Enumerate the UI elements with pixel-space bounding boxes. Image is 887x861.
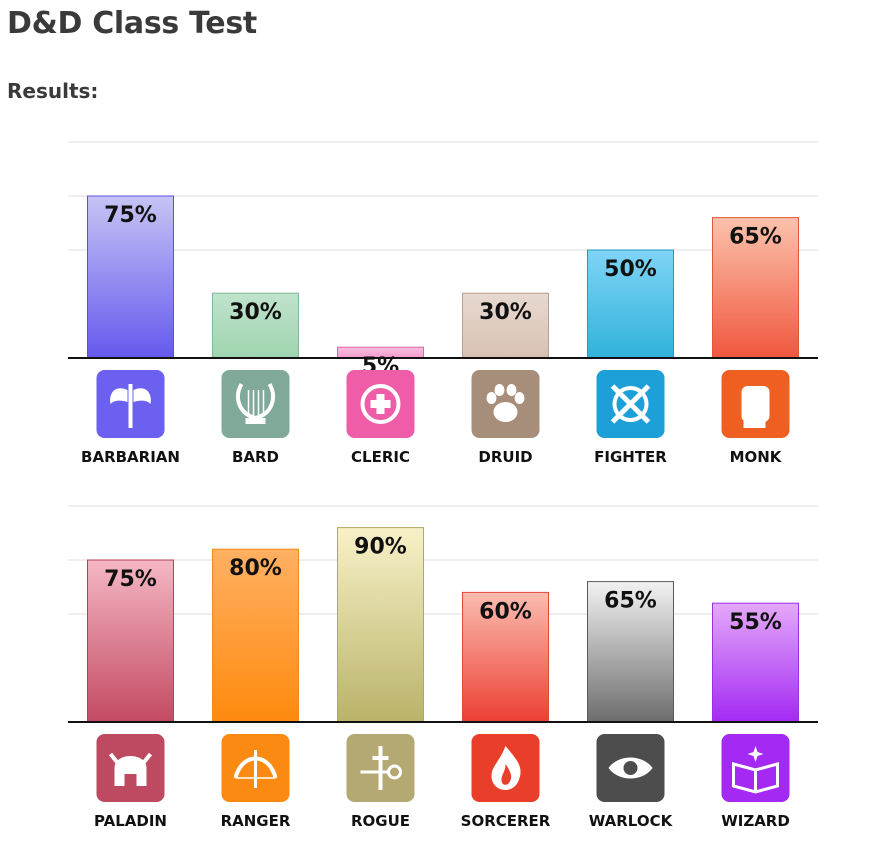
bow-and-arrow-icon xyxy=(221,734,290,802)
class-label-rogue: ROGUE xyxy=(351,812,410,830)
bar-ranger xyxy=(212,548,299,723)
value-label-ranger: 80% xyxy=(229,556,282,581)
class-label-cleric: CLERIC xyxy=(351,448,410,466)
bar-wizard xyxy=(712,602,799,723)
class-label-barbarian: BARBARIAN xyxy=(81,448,180,466)
class-label-bard: BARD xyxy=(232,448,279,466)
bar-rogue xyxy=(337,527,424,723)
value-label-barbarian: 75% xyxy=(104,203,157,228)
class-label-paladin: PALADIN xyxy=(94,812,167,830)
chart-grid xyxy=(68,141,818,251)
results-chart-bottom-svg: 75% PALADIN 80% RANGER 90% ROGUE 60% SORCERER 65… xyxy=(68,505,818,830)
bar-fighter xyxy=(587,249,674,359)
value-label-wizard: 55% xyxy=(729,610,782,635)
results-chart-top: 75% BARBARIAN 30% BARD 5% CLERIC 30% DRUID 50% FI… xyxy=(60,130,830,475)
results-chart-top-svg: 75%BARBARIAN30%BARD5%CLERIC30%DRUID50%FI… xyxy=(68,141,818,466)
helmet-icon xyxy=(96,734,165,802)
bar-sorcerer xyxy=(462,591,549,723)
bar-druid xyxy=(462,292,549,359)
bar-paladin xyxy=(87,559,174,723)
bar-bard xyxy=(212,292,299,359)
crossed-swords-shield-icon xyxy=(596,370,665,438)
value-label-warlock: 65% xyxy=(604,589,657,614)
flame-icon xyxy=(471,734,540,802)
battle-axe-icon xyxy=(96,370,165,438)
lyre-icon xyxy=(221,370,290,438)
value-label-monk: 65% xyxy=(729,225,782,250)
fist-icon xyxy=(721,370,790,438)
value-label-bard: 30% xyxy=(229,300,282,325)
value-label-druid: 30% xyxy=(479,300,532,325)
class-label-fighter: FIGHTER xyxy=(594,448,667,466)
results-label: Results: xyxy=(7,79,99,103)
results-chart-bottom: 75% PALADIN 80% RANGER 90% ROGUE 60% SORCERER 65… xyxy=(60,494,830,839)
bar-barbarian xyxy=(87,195,174,359)
bar-warlock xyxy=(587,581,674,723)
class-label-wizard: WIZARD xyxy=(721,812,790,830)
key-and-dagger-icon xyxy=(346,734,415,802)
holy-symbol-icon xyxy=(346,370,415,438)
class-label-monk: MONK xyxy=(730,448,783,466)
eye-icon xyxy=(596,734,665,802)
class-label-sorcerer: SORCERER xyxy=(461,812,551,830)
page-title: D&D Class Test xyxy=(7,6,257,41)
value-label-sorcerer: 60% xyxy=(479,599,532,624)
class-label-warlock: WARLOCK xyxy=(589,812,674,830)
value-label-paladin: 75% xyxy=(104,567,157,592)
spellbook-icon xyxy=(721,734,790,802)
class-label-ranger: RANGER xyxy=(221,812,291,830)
class-label-druid: DRUID xyxy=(478,448,532,466)
value-label-rogue: 90% xyxy=(354,535,407,560)
chart-grid xyxy=(68,505,818,615)
paw-print-icon xyxy=(471,370,540,438)
value-label-fighter: 50% xyxy=(604,257,657,282)
